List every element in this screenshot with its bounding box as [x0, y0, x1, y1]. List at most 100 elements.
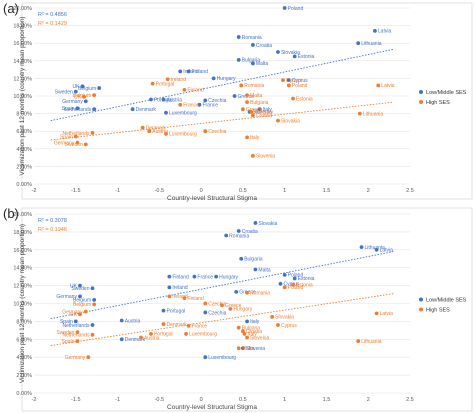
point-label: Austria: [125, 318, 141, 324]
point-label: Denmark: [125, 337, 146, 343]
data-point: [75, 339, 80, 343]
data-point: [178, 102, 183, 107]
data-point: [292, 276, 297, 281]
point-label: Hungary: [217, 76, 236, 82]
data-point: [236, 229, 241, 233]
point-label: Bulgaria: [250, 100, 269, 106]
point-label: Hungary: [254, 110, 273, 116]
data-point: [236, 325, 241, 330]
point-label: Greece: [238, 94, 255, 100]
data-point: [245, 100, 249, 105]
data-point: [374, 247, 379, 252]
data-point: [232, 94, 237, 98]
data-point: [161, 308, 166, 313]
data-point: [253, 221, 258, 225]
point-label: Slovakia: [258, 221, 277, 227]
data-point: [276, 118, 280, 123]
point-label: Czechia: [208, 129, 226, 135]
legend-label: High SES: [426, 100, 450, 106]
y-tick-label: 12.00%: [13, 76, 32, 82]
point-label: UK: [70, 283, 78, 289]
data-point: [90, 286, 95, 291]
point-label: Cyprus: [292, 78, 308, 84]
point-label: Cyprus: [286, 78, 302, 84]
point-label: Czechia: [208, 301, 226, 307]
point-label: Germany: [54, 140, 75, 146]
legend-label: High SES: [426, 308, 450, 314]
x-tick-label: 0.5: [239, 397, 247, 403]
data-point: [186, 69, 191, 74]
data-point: [182, 87, 187, 92]
point-label: Netherlands: [64, 107, 91, 113]
data-point: [78, 312, 82, 317]
point-label: Poland: [288, 273, 304, 279]
point-label: Poland: [292, 83, 308, 89]
point-label: France: [197, 274, 213, 280]
data-point: [291, 96, 295, 101]
point-label: UK: [70, 312, 78, 318]
data-point: [92, 93, 97, 98]
point-label: Poland: [288, 285, 304, 291]
data-point: [356, 339, 361, 343]
point-label: Austria: [144, 335, 160, 341]
y-tick-label: 18.00%: [13, 24, 32, 30]
x-tick-label: 1: [283, 188, 286, 194]
data-point: [197, 102, 202, 107]
point-label: Finland: [172, 274, 189, 280]
point-label: Malta: [250, 93, 262, 99]
point-label: Denmark: [167, 322, 188, 328]
data-point: [75, 140, 80, 145]
point-label: Ireland: [171, 77, 187, 83]
data-point: [182, 296, 187, 301]
data-point: [359, 245, 364, 250]
y-tick-label: 10.00%: [13, 94, 32, 100]
data-point: [80, 84, 85, 89]
data-point: [186, 323, 191, 328]
data-point: [242, 332, 247, 336]
point-label: Latvia: [378, 29, 392, 35]
y-tick-label: 12.00%: [13, 284, 32, 290]
data-point: [236, 346, 241, 351]
point-label: Estonia: [296, 283, 313, 289]
point-label: Ireland: [183, 69, 199, 75]
data-point: [253, 267, 258, 272]
point-label: Latvia: [381, 83, 395, 89]
r-squared-label: R² = 0.1946: [38, 227, 67, 233]
point-label: Estonia: [298, 54, 315, 60]
r-squared-label: R² = 0.4856: [38, 12, 67, 18]
point-label: Austria: [152, 129, 168, 135]
legend-marker: [419, 307, 423, 312]
point-label: Slovakia: [275, 315, 294, 321]
data-point: [234, 289, 239, 294]
y-axis-label: Victimization past 12 months (country me…: [19, 224, 26, 383]
point-label: Slovenia: [256, 154, 275, 160]
point-label: Finland: [187, 296, 204, 302]
data-point: [149, 97, 153, 102]
point-label: Slovakia: [281, 50, 300, 56]
point-label: Hungary: [233, 307, 252, 313]
point-label: Estonia: [298, 276, 315, 282]
point-label: Finland: [192, 69, 209, 75]
y-tick-label: 0.00%: [16, 182, 32, 188]
data-point: [240, 107, 245, 112]
data-point: [278, 281, 283, 286]
data-point: [251, 113, 255, 118]
x-tick-label: 2.5: [406, 188, 414, 194]
point-label: Romania: [229, 233, 249, 239]
data-point: [245, 290, 249, 295]
data-point: [228, 306, 233, 311]
data-point: [83, 309, 88, 314]
chart-panel-b: (b) 0.00% 2.00% 4.00% 6.00% 8.00% 10.00% 12.00%…: [3, 206, 473, 412]
y-tick-label: 16.00%: [13, 248, 32, 254]
data-point: [286, 83, 291, 88]
data-point: [357, 111, 362, 116]
data-point: [139, 335, 143, 340]
x-tick-label: 1.5: [323, 188, 331, 194]
trendline-high-ses: [50, 293, 394, 347]
data-point: [83, 99, 88, 104]
point-label: Spain: [60, 134, 73, 140]
series-low-middle-ses: SlovakiaCroatiaRomaniaLithuaniaLatviaBul…: [56, 221, 393, 361]
data-point: [92, 107, 97, 112]
data-point: [245, 93, 249, 98]
